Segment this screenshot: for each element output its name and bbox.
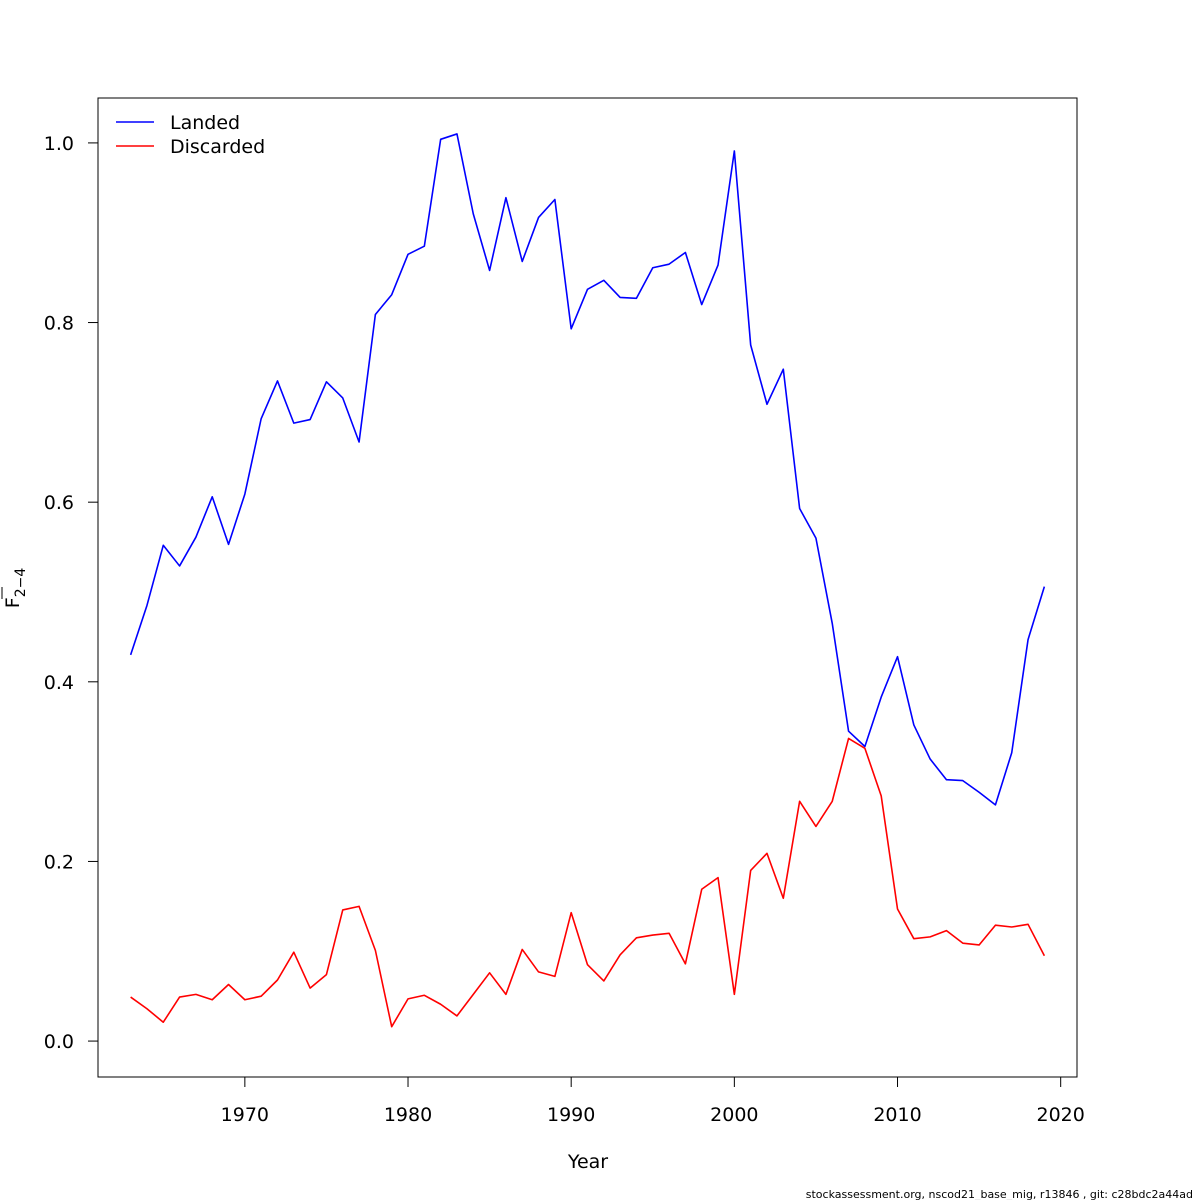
y-tick-label: 0.4 [44,672,74,694]
y-tick-label: 0.8 [44,313,74,335]
y-axis: 0.0 0.2 0.4 0.6 0.8 1.0 [44,133,99,1053]
x-tick-label: 1980 [384,1104,432,1126]
x-axis: 1970 1980 1990 2000 2010 2020 [221,1076,1085,1126]
footer-text: stockassessment.org, nscod21_base_mig, r… [806,1188,1193,1200]
legend-label-landed: Landed [170,112,240,134]
y-axis-title-subscript: 2−4 [13,568,29,598]
series-line-discarded [130,737,1046,1028]
y-tick-label: 0.0 [44,1031,74,1053]
y-tick-label: 0.2 [44,851,74,873]
x-tick-label: 2000 [710,1104,758,1126]
x-tick-label: 2010 [873,1104,921,1126]
series-line-landed [129,133,1046,806]
series-layer [129,133,1046,1028]
x-tick-label: 1990 [547,1104,595,1126]
y-axis-title: F2−4 [1,568,29,609]
svg-text:F2−4: F2−4 [2,568,29,609]
x-tick-label: 1970 [221,1104,269,1126]
y-tick-label: 1.0 [44,133,74,155]
legend-label-discarded: Discarded [170,136,265,158]
x-axis-title: Year [567,1151,608,1173]
y-axis-title-main: F [2,597,24,608]
x-tick-label: 2020 [1037,1104,1085,1126]
y-tick-label: 0.6 [44,492,74,514]
